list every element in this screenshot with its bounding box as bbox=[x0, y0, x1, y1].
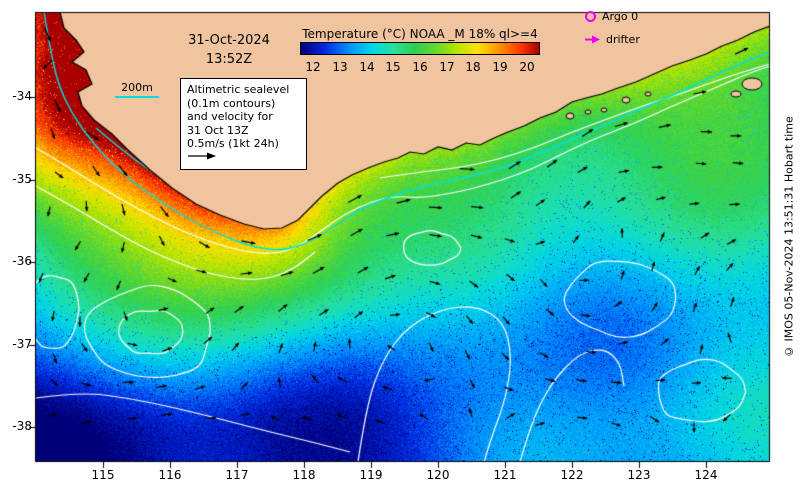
y-tick-label: -38 bbox=[12, 419, 32, 433]
x-tick-label: 117 bbox=[225, 468, 249, 482]
y-tick-label: -35 bbox=[12, 172, 32, 186]
bathymetry-label-group: 200m bbox=[111, 81, 163, 98]
copyright-note: © IMOS 05-Nov-2024 13:51:31 Hobart time bbox=[782, 116, 796, 358]
annotation-line: 0.5m/s (1kt 24h) bbox=[187, 137, 279, 150]
velocity-scale-arrow-icon bbox=[188, 152, 216, 159]
colorbar-tick: 19 bbox=[492, 60, 508, 74]
annotation-line: (0.1m contours) bbox=[187, 96, 276, 110]
bathymetry-label: 200m bbox=[121, 81, 153, 94]
annotation-box: Altimetric sealevel (0.1m contours) and … bbox=[180, 78, 307, 170]
timestamp-date: 31-Oct-2024 bbox=[188, 33, 270, 48]
x-tick-label: 118 bbox=[292, 468, 316, 482]
y-tick-label: -37 bbox=[12, 337, 32, 351]
legend: Argo 0 drifter bbox=[584, 8, 640, 54]
x-tick-label: 115 bbox=[91, 468, 115, 482]
argo-label: Argo 0 bbox=[602, 9, 639, 23]
colorbar-tick: 17 bbox=[439, 60, 455, 74]
drifter-arrow-icon bbox=[585, 35, 600, 43]
timestamp: 31-Oct-2024 13:52Z bbox=[170, 31, 288, 69]
x-tick-label: 122 bbox=[560, 468, 584, 482]
x-tick-label: 120 bbox=[426, 468, 450, 482]
colorbar-tick: 13 bbox=[332, 60, 348, 74]
colorbar-title: Temperature (°C) NOAA _M 18% ql>=4 bbox=[302, 27, 538, 41]
bathymetry-line-sample bbox=[115, 96, 159, 98]
x-tick-label: 121 bbox=[493, 468, 517, 482]
x-tick-label: 124 bbox=[694, 468, 718, 482]
colorbar-tick: 14 bbox=[359, 60, 375, 74]
colorbar-tick: 20 bbox=[519, 60, 535, 74]
legend-argo-row: Argo 0 bbox=[584, 8, 640, 24]
y-tick-label: -36 bbox=[12, 254, 32, 268]
annotation-line: Altimetric sealevel bbox=[187, 83, 290, 96]
legend-drifter-row: drifter bbox=[584, 31, 640, 47]
annotation-line: 31 Oct 13Z bbox=[187, 123, 249, 137]
colorbar-tick: 18 bbox=[465, 60, 481, 74]
y-tick-label: -34 bbox=[12, 89, 32, 103]
annotation-line: and velocity for bbox=[187, 110, 273, 123]
colorbar-tick: 16 bbox=[412, 60, 428, 74]
x-tick-label: 116 bbox=[158, 468, 182, 482]
colorbar bbox=[300, 42, 540, 55]
argo-float-icon bbox=[585, 10, 596, 22]
colorbar-tick: 15 bbox=[385, 60, 401, 74]
drifter-label: drifter bbox=[606, 32, 640, 46]
timestamp-time: 13:52Z bbox=[205, 52, 253, 67]
x-tick-label: 119 bbox=[359, 468, 383, 482]
x-tick-label: 123 bbox=[627, 468, 651, 482]
colorbar-tick: 12 bbox=[305, 60, 321, 74]
